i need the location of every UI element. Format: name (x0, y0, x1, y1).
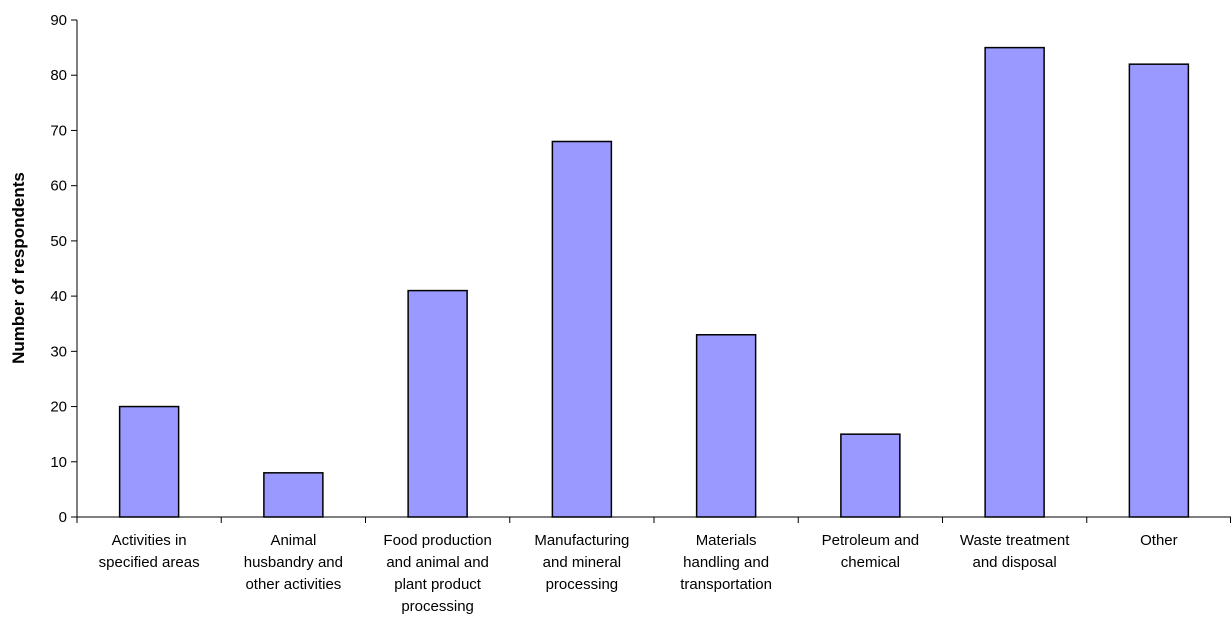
y-tick-label: 10 (50, 454, 67, 471)
y-axis-ticks: 0 10 20 30 40 50 60 70 80 90 (50, 12, 77, 526)
x-category-label-line: specified areas (99, 554, 200, 571)
y-tick-label: 50 (50, 233, 67, 250)
bars (118, 46, 1190, 518)
x-category-label: Waste treatment and disposal (960, 532, 1070, 571)
x-category-label: Food production and animal and plant produ… (383, 532, 491, 615)
x-category-label-line: Waste treatment (960, 532, 1070, 549)
x-category-label-line: handling and (683, 554, 769, 571)
x-category-label-line: and animal and (386, 554, 489, 571)
y-tick-label: 40 (50, 288, 67, 305)
x-category-label-line: Petroleum and (822, 532, 920, 549)
y-tick-label: 90 (50, 12, 67, 29)
bar (551, 140, 613, 518)
x-category-label: Manufacturing and mineral processing (534, 532, 629, 593)
x-axis-labels: Activities in specified areas Animal husban… (99, 532, 1178, 615)
x-category-label-line: transportation (680, 576, 772, 593)
x-category-label-line: Materials (696, 532, 757, 549)
y-axis-title: Number of respondents (9, 172, 28, 364)
bar (840, 433, 901, 518)
x-category-label-line: processing (546, 576, 619, 593)
x-category-label: Materials handling and transportation (680, 532, 772, 593)
x-category-label: Petroleum and chemical (822, 532, 920, 571)
x-category-label-line: Activities in (112, 532, 187, 549)
x-category-label-line: Animal (270, 532, 316, 549)
x-category-label-line: Other (1140, 532, 1178, 549)
y-tick-label: 30 (50, 343, 67, 360)
x-category-label-line: other activities (245, 576, 341, 593)
bar (984, 46, 1045, 518)
x-category-label-line: Food production (383, 532, 491, 549)
x-category-label-line: plant product (394, 576, 482, 593)
x-category-label-line: Manufacturing (534, 532, 629, 549)
axes (76, 20, 1231, 523)
bar (407, 289, 468, 518)
bar (1128, 63, 1190, 518)
y-axis-title-group: Number of respondents (9, 172, 28, 364)
x-category-label-line: and disposal (973, 554, 1057, 571)
x-category-label-line: and mineral (543, 554, 621, 571)
y-tick-label: 70 (50, 122, 67, 139)
x-category-label: Activities in specified areas (99, 532, 200, 571)
x-category-label-line: processing (401, 598, 474, 615)
x-category-label: Other (1140, 532, 1178, 549)
bar (263, 472, 324, 518)
y-tick-label: 0 (59, 509, 67, 526)
x-category-label-line: chemical (841, 554, 900, 571)
x-category-label: Animal husbandry and other activities (244, 532, 343, 593)
x-category-label-line: husbandry and (244, 554, 343, 571)
y-tick-label: 80 (50, 67, 67, 84)
y-tick-label: 20 (50, 399, 67, 416)
y-tick-label: 60 (50, 178, 67, 195)
bar (118, 405, 180, 518)
bar (695, 334, 757, 518)
